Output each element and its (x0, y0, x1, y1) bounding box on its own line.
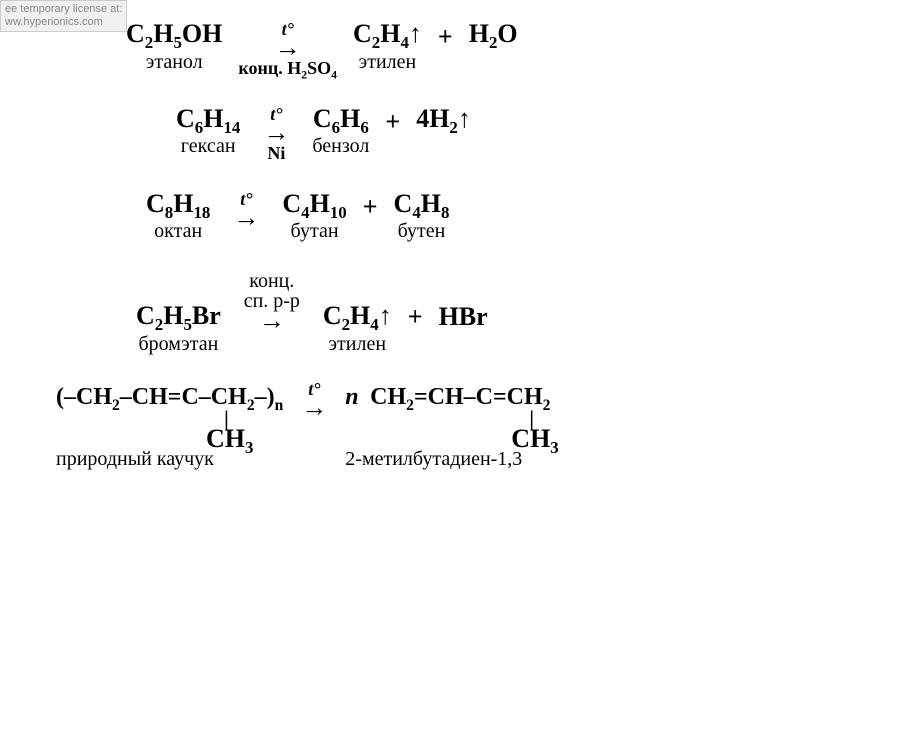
arrow-2: t° → Ni (256, 105, 296, 162)
reaction-2: C6H14 гексан t° → Ni C6H6 бензол + 4H2↑ (170, 105, 898, 162)
product-2b-formula: 4H2↑ (416, 105, 471, 134)
product-3a-label: бутан (291, 220, 339, 243)
arrow-1-symbol: → (275, 38, 301, 59)
reaction-1: C2H5OH этанол t° → конц. H2SO4 C2H4↑ эти… (120, 20, 898, 77)
product-1a-formula: C2H4↑ (353, 20, 422, 49)
product-5: n CH2=CH–C=CH2 | CH3 2-метилбутадиен-1,3 (345, 384, 550, 471)
plus-4: + (408, 300, 423, 356)
product-1b-formula: H2O (469, 20, 518, 49)
product-1b: H2O (469, 20, 518, 49)
reactant-4-label: бромэтан (138, 333, 218, 356)
arrow-3: t° → (226, 190, 266, 229)
reactant-2: C6H14 гексан (176, 105, 240, 159)
product-5-label: 2-метилбутадиен-1,3 (345, 448, 522, 471)
product-1a: C2H4↑ этилен (353, 20, 422, 74)
product-5-main: CH2=CH–C=CH2 (370, 384, 550, 410)
arrow-2-below: Ni (267, 144, 285, 162)
product-4b: HBr (439, 303, 488, 356)
product-4a: C2H4↑ этилен (323, 302, 392, 356)
reactant-1: C2H5OH этанол (126, 20, 222, 74)
arrow-4-above: конц.сп. р-р (244, 271, 300, 311)
watermark-line1: ee temporary license at: (5, 3, 122, 15)
arrow-1-below: конц. H2SO4 (238, 59, 337, 77)
product-1a-label: этилен (359, 51, 417, 74)
product-3b-formula: C4H8 (394, 190, 450, 219)
reactant-4: C2H5Br бромэтан (136, 302, 221, 356)
reactant-5: (–CH2–CH=C–CH2–)n | CH3 природный каучук (56, 384, 283, 471)
reactant-5-label: природный каучук (56, 448, 214, 471)
reaction-4: C2H5Br бромэтан конц.сп. р-р → C2H4↑ эти… (130, 271, 898, 356)
product-4a-label: этилен (328, 333, 386, 356)
product-2a: C6H6 бензол (312, 105, 369, 159)
arrow-3-symbol: → (233, 208, 259, 229)
product-3a-formula: C4H10 (282, 190, 346, 219)
reactant-2-formula: C6H14 (176, 105, 240, 134)
reactant-3-label: октан (154, 220, 202, 243)
plus-2: + (385, 105, 400, 137)
reactant-5-main: (–CH2–CH=C–CH2–)n (56, 384, 283, 410)
arrow-1: t° → конц. H2SO4 (238, 20, 337, 77)
arrow-4: конц.сп. р-р → (237, 271, 307, 332)
arrow-4-symbol: → (259, 311, 285, 332)
reactant-1-formula: C2H5OH (126, 20, 222, 49)
reaction-3: C8H18 октан t° → C4H10 бутан + C4H8 буте… (140, 190, 898, 244)
plus-3: + (363, 190, 378, 222)
plus-1: + (438, 20, 453, 52)
reactant-5-branch: CH3 (206, 424, 253, 454)
watermark-line2: ww.hyperionics.com (5, 16, 103, 28)
product-5-branch: CH3 (511, 424, 558, 454)
arrow-5: t° → (299, 380, 329, 419)
reactant-5-structure: (–CH2–CH=C–CH2–)n | CH3 (56, 384, 283, 410)
product-4b-formula: HBr (439, 303, 488, 332)
watermark-box: ee temporary license at: ww.hyperionics.… (0, 0, 127, 32)
product-3b: C4H8 бутен (394, 190, 450, 244)
arrow-5-symbol: → (301, 398, 327, 419)
reactant-4-formula: C2H5Br (136, 302, 221, 331)
product-2a-label: бензол (312, 135, 369, 158)
reactant-2-label: гексан (181, 135, 236, 158)
arrow-2-symbol: → (263, 123, 289, 144)
reaction-5: (–CH2–CH=C–CH2–)n | CH3 природный каучук… (50, 384, 898, 471)
product-2b: 4H2↑ (416, 105, 471, 134)
product-5-structure: n CH2=CH–C=CH2 | CH3 (345, 384, 550, 410)
product-2a-formula: C6H6 (313, 105, 369, 134)
product-3a: C4H10 бутан (282, 190, 346, 244)
reactant-3: C8H18 октан (146, 190, 210, 244)
reactant-3-formula: C8H18 (146, 190, 210, 219)
reactant-1-label: этанол (146, 51, 203, 74)
product-4a-formula: C2H4↑ (323, 302, 392, 331)
product-3b-label: бутен (398, 220, 446, 243)
product-5-coeff: n (345, 384, 358, 410)
reactions-container: C2H5OH этанол t° → конц. H2SO4 C2H4↑ эти… (0, 0, 898, 471)
